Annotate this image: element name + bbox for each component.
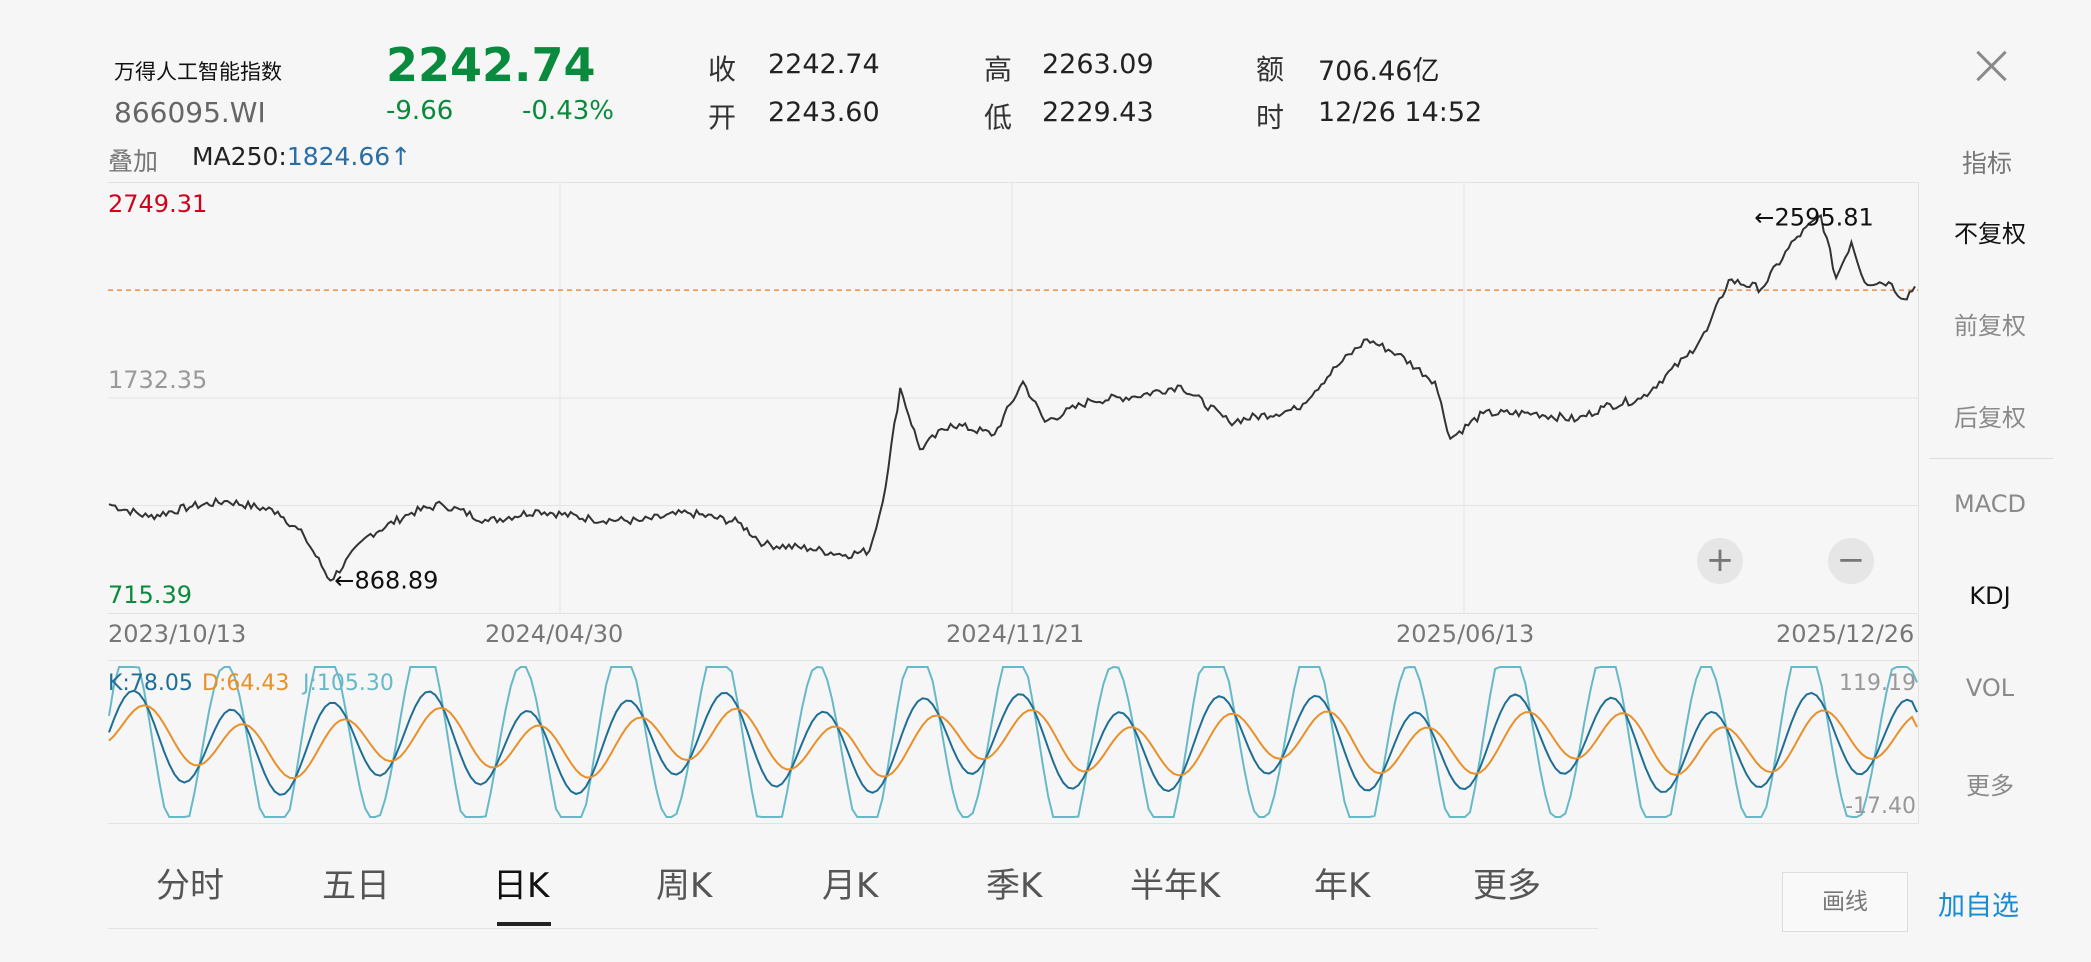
annotation-high: ←2595.81	[1754, 203, 1873, 231]
tab-half-year-k[interactable]: 半年K	[1130, 866, 1221, 906]
price-line	[108, 213, 1916, 582]
side-item-macd[interactable]: MACD	[1954, 490, 2026, 518]
open-label: 开	[708, 101, 737, 134]
x-label-3: 2025/06/13	[1396, 620, 1535, 648]
draw-line-button[interactable]: 画线	[1782, 872, 1908, 932]
tab-intraday[interactable]: 分时	[156, 866, 224, 906]
ma250-value: 1824.66↑	[286, 142, 412, 171]
kdj-max-label: 119.19	[1839, 671, 1916, 696]
x-label-0: 2023/10/13	[108, 620, 247, 648]
price-grid	[108, 183, 1918, 613]
side-item-kdj[interactable]: KDJ	[1969, 582, 2011, 610]
k-line	[108, 689, 1918, 796]
y-max-label: 2749.31	[108, 190, 207, 218]
close-value: 2242.74	[768, 49, 880, 80]
x-label-2: 2024/11/21	[946, 620, 1085, 648]
price-chart[interactable]: 2749.31 1732.35 715.39 ←868.89 ←2595.81 …	[108, 182, 1918, 614]
tab-weekly-k[interactable]: 周K	[656, 866, 713, 906]
tab-monthly-k[interactable]: 月K	[822, 866, 879, 906]
x-label-1: 2024/04/30	[485, 620, 624, 648]
period-tabs: 分时 五日 日K 周K 月K 季K 半年K 年K 更多	[108, 858, 1598, 929]
price-change-pct: -0.43%	[522, 96, 614, 126]
d-value-label: D:64.43	[202, 671, 289, 696]
price-change: -9.66	[386, 96, 454, 126]
index-code: 866095.WI	[114, 96, 266, 129]
tab-quarterly-k[interactable]: 季K	[986, 866, 1043, 906]
high-label: 高	[984, 53, 1013, 86]
ma250-label: MA250:	[192, 142, 287, 171]
side-divider	[1929, 458, 2053, 459]
price-chart-svg: 2749.31 1732.35 715.39 ←868.89 ←2595.81	[108, 183, 1918, 613]
tab-yearly-k[interactable]: 年K	[1314, 866, 1371, 906]
close-icon[interactable]	[1970, 44, 2014, 88]
zoom-in-button[interactable]: +	[1697, 538, 1743, 584]
close-label: 收	[708, 53, 737, 86]
time-label: 时	[1256, 101, 1285, 134]
tab-five-day[interactable]: 五日	[322, 866, 390, 906]
last-price: 2242.74	[386, 38, 596, 92]
indicator-title: 指标	[1962, 149, 2013, 178]
side-item-forward-adjust[interactable]: 前复权	[1954, 312, 2026, 340]
side-menu: 不复权 前复权 后复权 MACD KDJ VOL 更多	[1918, 182, 2091, 824]
low-value: 2229.43	[1042, 97, 1154, 128]
open-value: 2243.60	[768, 97, 880, 128]
tab-more[interactable]: 更多	[1473, 866, 1541, 906]
y-mid-label: 1732.35	[108, 366, 207, 394]
low-label: 低	[984, 101, 1013, 134]
kdj-chart-svg: K:78.05 D:64.43 J:105.30 119.19 -17.40	[108, 665, 1918, 819]
x-label-4: 2025/12/26	[1776, 620, 1915, 648]
j-value-label: J:105.30	[301, 671, 394, 696]
annotation-low: ←868.89	[334, 567, 438, 595]
overlay-button[interactable]: 叠加	[108, 147, 159, 176]
y-min-label: 715.39	[108, 581, 192, 609]
zoom-out-button[interactable]: −	[1828, 538, 1874, 584]
side-item-backward-adjust[interactable]: 后复权	[1954, 404, 2026, 432]
j-line	[108, 665, 1918, 818]
tab-active-indicator	[497, 922, 551, 926]
side-item-more[interactable]: 更多	[1966, 772, 2014, 800]
kdj-chart[interactable]: K:78.05 D:64.43 J:105.30 119.19 -17.40	[108, 660, 1918, 824]
amount-label: 额	[1256, 53, 1285, 86]
d-line	[108, 704, 1918, 780]
amount-value: 706.46亿	[1318, 56, 1440, 87]
add-watchlist-button[interactable]: 加自选	[1938, 891, 2019, 922]
ma250-indicator: MA250:1824.66↑	[192, 142, 411, 171]
kdj-min-label: -17.40	[1845, 794, 1916, 819]
tab-daily-k[interactable]: 日K	[493, 866, 550, 906]
high-value: 2263.09	[1042, 49, 1154, 80]
side-item-vol[interactable]: VOL	[1965, 674, 2015, 702]
x-axis-labels: 2023/10/13 2024/04/30 2024/11/21 2025/06…	[108, 620, 1918, 652]
index-name: 万得人工智能指数	[114, 60, 282, 84]
time-value: 12/26 14:52	[1318, 97, 1483, 128]
k-value-label: K:78.05	[108, 671, 193, 696]
side-item-no-adjust[interactable]: 不复权	[1954, 220, 2026, 248]
